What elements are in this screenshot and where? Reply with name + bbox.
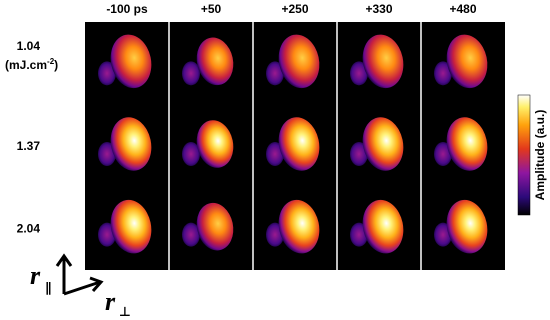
amplitude-blob <box>110 199 152 254</box>
row-unit: (mJ.cm-2) <box>5 57 58 72</box>
vertical-axis-symbol: r <box>30 261 41 290</box>
amplitude-blob <box>196 202 234 251</box>
row-label: 2.04 <box>17 222 41 236</box>
amplitude-blob <box>446 199 488 254</box>
side-lobe <box>350 61 368 86</box>
unit-close: ) <box>54 58 58 72</box>
side-lobe <box>182 222 200 247</box>
vertical-arrowhead <box>55 253 73 267</box>
side-lobe <box>182 61 200 86</box>
column-label: +480 <box>449 2 476 16</box>
amplitude-blob <box>362 34 404 89</box>
image-grid <box>85 22 505 270</box>
row-label: 1.37 <box>17 139 41 153</box>
vertical-axis-subscript: ∥ <box>45 281 52 296</box>
column-label: +330 <box>365 2 392 16</box>
side-lobe <box>434 61 452 86</box>
amplitude-blob <box>362 117 404 171</box>
colorbar-label: Amplitude (a.u.) <box>533 110 547 201</box>
horizontal-arrowhead <box>89 276 104 292</box>
horizontal-axis-symbol: r <box>105 287 116 316</box>
amplitude-blob <box>362 199 404 254</box>
amplitude-blob <box>446 34 488 89</box>
amplitude-blob <box>446 117 488 171</box>
side-lobe <box>266 61 284 86</box>
amplitude-blob <box>278 117 320 171</box>
column-label: -100 ps <box>106 2 148 16</box>
amplitude-blob <box>196 37 234 86</box>
column-label: +250 <box>281 2 308 16</box>
unit-base: (mJ.cm <box>5 58 47 72</box>
amplitude-blob <box>110 117 152 171</box>
axis-arrows <box>55 253 104 296</box>
unit-exponent: -2 <box>47 57 55 66</box>
side-lobe <box>182 142 200 166</box>
colorbar <box>517 94 531 216</box>
horizontal-arrow <box>63 280 101 296</box>
side-lobe <box>98 61 116 86</box>
horizontal-axis-subscript: ⊥ <box>119 305 131 320</box>
amplitude-blob <box>278 34 320 89</box>
amplitude-blob <box>196 120 234 168</box>
row-label: 1.04 <box>17 39 41 53</box>
amplitude-blob <box>278 199 320 254</box>
column-label: +50 <box>201 2 222 16</box>
amplitude-blob <box>110 34 152 89</box>
